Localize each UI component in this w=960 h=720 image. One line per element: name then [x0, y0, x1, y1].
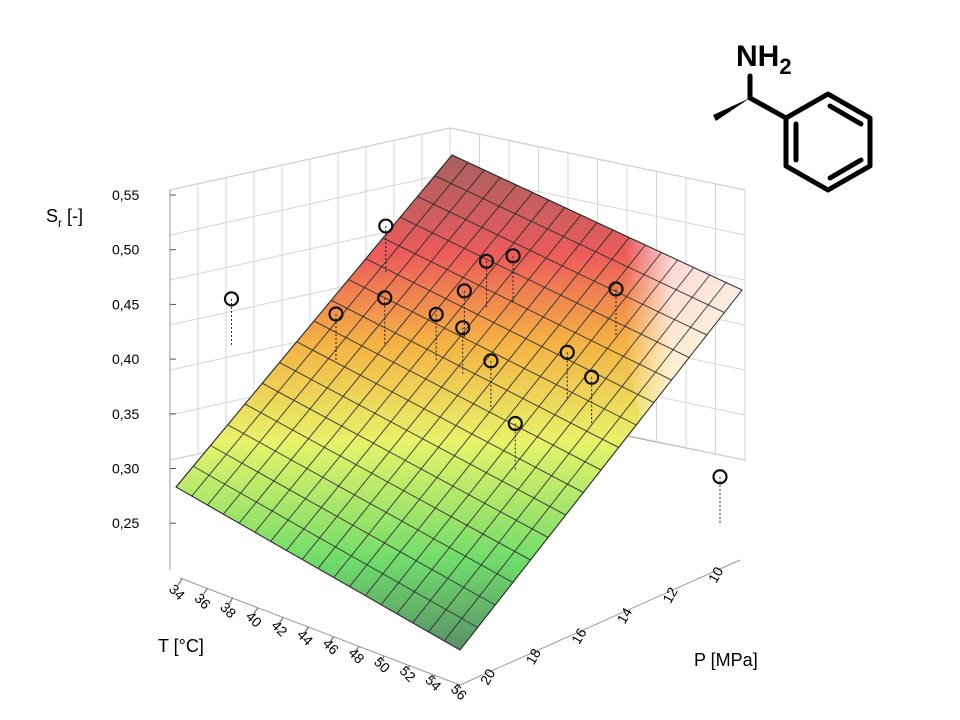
t-tick-mark — [405, 665, 410, 673]
z-tick-label: 0,35 — [112, 406, 139, 422]
t-tick-mark — [430, 675, 436, 682]
p-tick-label: 18 — [522, 645, 544, 667]
mesh-line — [380, 252, 662, 606]
t-tick-mark — [228, 597, 233, 605]
data-point — [455, 320, 471, 336]
response-surface — [175, 154, 743, 651]
p-tick-label: 12 — [659, 584, 681, 606]
mesh-line — [396, 259, 678, 615]
mesh-line — [443, 282, 727, 642]
data-point — [456, 283, 472, 299]
surface-mesh — [175, 154, 743, 651]
t-tick-label: 48 — [345, 644, 367, 666]
mesh-line — [254, 192, 533, 533]
data-point — [428, 306, 444, 322]
z-tick-label: 0,50 — [112, 242, 139, 258]
mesh-line — [349, 237, 630, 587]
t-tick-mark — [303, 626, 309, 634]
data-point — [608, 281, 624, 297]
p-tick-label: 14 — [614, 605, 636, 627]
p-tick-label: 10 — [705, 564, 727, 586]
molecule-structure: NH2 — [713, 40, 873, 193]
p-axis-ticks: 20 18 16 14 12 10 — [477, 564, 727, 688]
t-tick-label: 34 — [166, 581, 188, 603]
data-point — [505, 248, 521, 264]
t-tick-label: 38 — [217, 599, 239, 621]
t-tick-label: 56 — [448, 681, 470, 703]
data-point — [328, 306, 344, 322]
data-point — [478, 253, 495, 269]
t-tick-label: 54 — [422, 672, 444, 694]
t-tick-label: 36 — [192, 590, 214, 612]
z-tick-label: 0,45 — [112, 296, 139, 312]
mesh-line — [286, 207, 566, 551]
p-tick-label: 20 — [477, 666, 499, 688]
t-tick-label: 40 — [243, 608, 265, 630]
t-tick-mark — [253, 607, 259, 615]
mesh-line — [175, 154, 453, 488]
t-tick-mark — [278, 617, 284, 624]
data-point — [507, 415, 523, 432]
mesh-line — [207, 169, 485, 506]
t-tick-mark — [329, 636, 335, 644]
z-tick-label: 0,55 — [112, 187, 139, 203]
t-tick-mark — [455, 684, 461, 692]
z-tick-label: 0,40 — [112, 351, 139, 367]
benzene-ring — [783, 91, 873, 193]
ring-double-bond-2 — [827, 157, 864, 181]
mesh-line — [191, 162, 469, 497]
t-tick-label: 50 — [371, 654, 393, 676]
data-point — [483, 353, 499, 369]
p-axis-title: P [MPa] — [694, 650, 758, 670]
z-tick-label: 0,25 — [112, 515, 139, 531]
mesh-line — [222, 177, 501, 515]
data-point — [223, 291, 240, 307]
mesh-line — [333, 229, 614, 578]
mesh-line — [270, 199, 550, 542]
t-tick-mark — [177, 578, 183, 586]
mesh-line — [428, 274, 711, 633]
surface-fade-overlay — [625, 236, 742, 420]
mesh-line — [238, 184, 517, 524]
mesh-line — [301, 214, 582, 560]
bond-c-ring — [747, 95, 789, 121]
z-tick-label: 0,30 — [112, 461, 139, 477]
t-tick-label: 42 — [268, 617, 290, 639]
data-point — [584, 369, 600, 385]
data-point — [377, 290, 393, 306]
mesh-line — [317, 222, 598, 569]
ring-double-bond-1 — [827, 103, 864, 127]
amine-group-label: NH2 — [736, 40, 792, 79]
t-axis-title: T [°C] — [158, 636, 204, 656]
t-tick-mark — [202, 588, 208, 595]
data-point — [712, 469, 728, 485]
data-point — [559, 344, 575, 360]
mesh-line — [364, 244, 646, 596]
t-tick-mark — [379, 655, 385, 663]
t-tick-label: 52 — [397, 663, 419, 685]
p-tick-label: 16 — [568, 625, 590, 647]
data-point — [378, 218, 394, 234]
wedge-bond — [713, 98, 750, 121]
data-points — [223, 218, 728, 524]
z-axis-title: Sr [-] — [46, 206, 83, 230]
axis-lines — [169, 190, 741, 686]
t-tick-label: 44 — [294, 626, 316, 648]
mesh-line — [412, 267, 695, 624]
z-axis-ticks: 0,55 0,50 0,45 0,40 0,35 0,30 0,25 — [112, 187, 176, 531]
mesh-line — [459, 289, 743, 651]
t-tick-mark — [354, 646, 360, 653]
